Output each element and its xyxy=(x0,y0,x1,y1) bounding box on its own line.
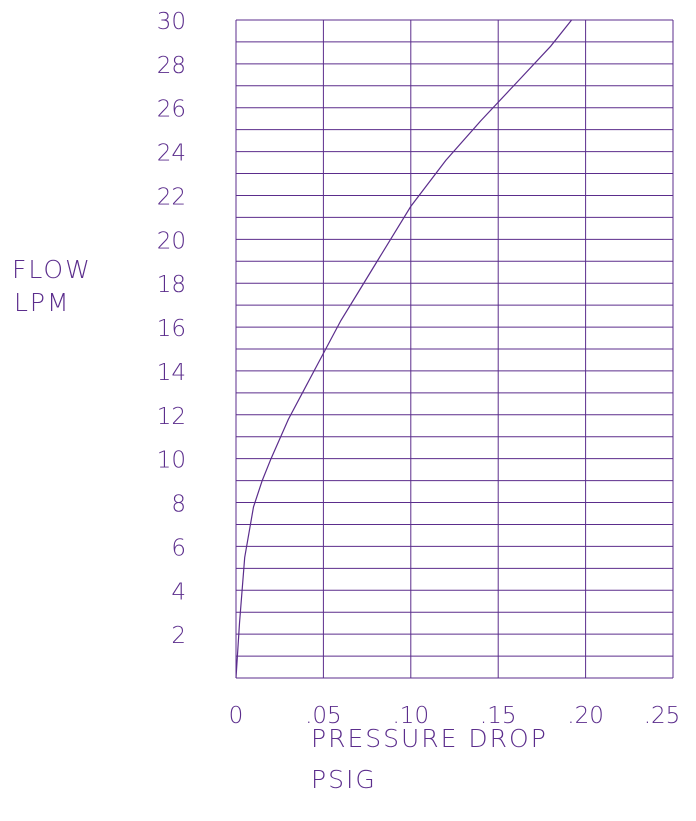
curve-layer xyxy=(235,19,573,679)
x-tick-label-3: .15 xyxy=(480,703,517,729)
y-tick-label-8: 8 xyxy=(171,492,186,518)
y-tick-label-30: 30 xyxy=(157,9,186,35)
y-axis-title-line2: LPM xyxy=(14,288,71,317)
y-axis-title-line1: FLOW xyxy=(12,255,92,284)
x-axis-title-line1: PRESSURE DROP xyxy=(311,724,548,753)
y-tick-label-2: 2 xyxy=(171,623,186,649)
x-tick-label-5: .25 xyxy=(644,703,681,729)
y-tick-label-26: 26 xyxy=(157,97,186,123)
y-tick-label-22: 22 xyxy=(157,184,186,210)
x-tick-label-1: .05 xyxy=(305,703,342,729)
y-tick-label-4: 4 xyxy=(171,579,186,605)
x-axis-title-line2: PSIG xyxy=(311,765,377,794)
y-tick-label-28: 28 xyxy=(157,53,186,79)
plot-grid xyxy=(235,19,674,679)
y-tick-label-14: 14 xyxy=(157,360,186,386)
y-tick-label-24: 24 xyxy=(157,141,186,167)
x-axis-ticks: 0 .05 .10 .15 .20 .25 xyxy=(229,703,681,729)
y-tick-label-18: 18 xyxy=(157,272,186,298)
y-tick-label-20: 20 xyxy=(157,228,186,254)
y-tick-label-6: 6 xyxy=(171,535,186,561)
y-tick-label-12: 12 xyxy=(157,404,186,430)
y-tick-label-10: 10 xyxy=(157,448,186,474)
x-tick-label-4: .20 xyxy=(567,703,604,729)
x-tick-label-0: 0 xyxy=(229,703,244,729)
y-tick-label-16: 16 xyxy=(157,316,186,342)
x-tick-label-2: .10 xyxy=(393,703,430,729)
flow-curve-0 xyxy=(235,19,573,679)
